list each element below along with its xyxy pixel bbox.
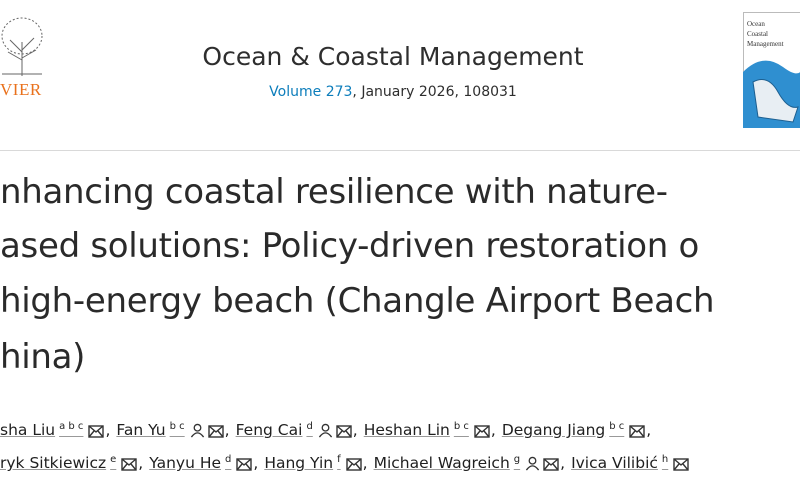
author-name[interactable]: Ivica Vilibić [571, 454, 658, 473]
corresponding-icon[interactable] [525, 456, 540, 475]
email-icon[interactable] [88, 424, 105, 442]
author[interactable]: Ivica Vilibić h [571, 454, 689, 472]
author[interactable]: Fan Yu b c [116, 421, 224, 442]
email-icon[interactable] [474, 424, 490, 442]
author[interactable]: Heshan Lin b c [364, 421, 490, 439]
author-name[interactable]: Hang Yin [264, 454, 334, 473]
separator: , [352, 421, 358, 440]
email-icon[interactable] [345, 457, 362, 475]
title-line: nhancing coastal resilience with nature- [0, 172, 668, 212]
separator: , [646, 421, 652, 440]
author-name[interactable]: Heshan Lin [363, 421, 450, 440]
email-icon[interactable] [236, 457, 253, 475]
affiliation[interactable]: h [661, 454, 669, 465]
journal-title[interactable]: Ocean & Coastal Management [202, 42, 584, 71]
email-icon[interactable] [336, 424, 352, 442]
email-icon[interactable] [629, 424, 645, 442]
publisher-name[interactable]: VIER [0, 80, 42, 99]
separator: , [138, 454, 144, 473]
separator: , [105, 421, 111, 440]
separator: , [560, 454, 566, 473]
author-name[interactable]: Feng Cai [235, 421, 303, 440]
affiliation[interactable]: g [513, 454, 521, 465]
issue-line: Volume 273, January 2026, 108031 [0, 84, 786, 100]
issue-info: , January 2026, 108031 [352, 84, 517, 100]
volume-link[interactable]: Volume 273 [269, 84, 353, 100]
author-name[interactable]: Fan Yu [116, 421, 166, 440]
separator: , [224, 421, 230, 440]
affiliation[interactable]: b c [169, 421, 185, 432]
author[interactable]: sha Liu a b c [0, 421, 105, 442]
affiliation[interactable]: b c [453, 421, 469, 432]
corresponding-icon[interactable] [190, 423, 205, 442]
affiliation[interactable]: b c [609, 421, 625, 432]
title-line: high-energy beach (Changle Airport Beach [0, 281, 715, 321]
affiliation[interactable]: d [306, 421, 313, 432]
author-name[interactable]: Yanyu He [149, 454, 222, 473]
separator: , [253, 454, 259, 473]
separator: , [490, 421, 496, 440]
corresponding-icon[interactable] [318, 423, 333, 442]
separator: , [362, 454, 368, 473]
author-name[interactable]: ryk Sitkiewicz [0, 454, 107, 473]
title-line: hina) [0, 337, 86, 377]
email-icon[interactable] [673, 457, 689, 475]
journal-cover[interactable]: Ocean Coastal Management [743, 12, 800, 128]
author[interactable]: Hang Yin f [264, 454, 362, 475]
publisher-logo [1, 17, 43, 76]
author[interactable]: Degang Jiang b c [502, 421, 645, 439]
author-name[interactable]: Michael Wagreich [373, 454, 510, 473]
author-name[interactable]: Degang Jiang [501, 421, 606, 440]
affiliation[interactable]: a b c [59, 421, 84, 432]
cover-text: Coastal [747, 30, 768, 38]
email-icon[interactable] [543, 457, 559, 475]
email-icon[interactable] [121, 457, 137, 475]
title-line: ased solutions: Policy-driven restoratio… [0, 226, 699, 266]
author[interactable]: Yanyu He d [149, 454, 253, 475]
affiliation[interactable]: d [225, 454, 232, 465]
divider [0, 150, 800, 151]
author-line: sha Liu a b c, Fan Yu b c, Feng Cai d, Heshan … [0, 421, 657, 442]
cover-text: Ocean [747, 20, 765, 28]
cover-text: Management [747, 40, 784, 48]
affiliation[interactable]: e [110, 454, 117, 465]
author-line: ryk Sitkiewicz e, Yanyu He d, Hang Yin f, Mich… [0, 454, 689, 475]
author-name[interactable]: sha Liu [0, 421, 56, 440]
email-icon[interactable] [207, 424, 224, 442]
author[interactable]: Feng Cai d [236, 421, 352, 439]
affiliation[interactable]: f [337, 454, 341, 465]
author[interactable]: Michael Wagreich g [374, 454, 560, 472]
author[interactable]: ryk Sitkiewicz e [0, 454, 137, 472]
